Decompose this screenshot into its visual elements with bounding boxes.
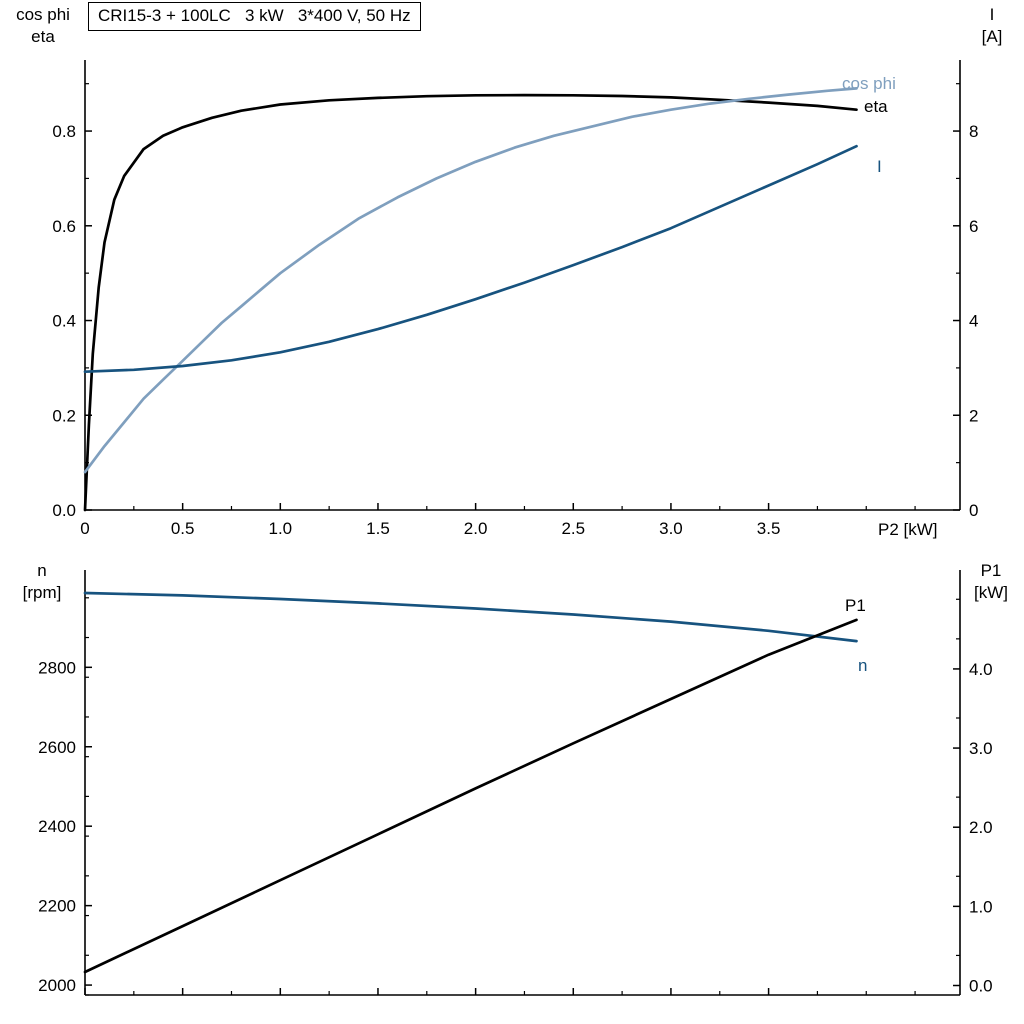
y-tick-label: 2 (969, 406, 978, 425)
bottom-left-axis-header: n [rpm] (2, 560, 82, 604)
y-tick-label: 0.2 (52, 406, 76, 425)
x-tick-label: 1.0 (268, 519, 292, 538)
series-cos-phi (83, 87, 858, 474)
y-tick-label: 0.6 (52, 217, 76, 236)
y-tick-label: 0.4 (52, 312, 76, 331)
series-label-I: I (877, 157, 882, 176)
speed-unit-label: [rpm] (22, 583, 62, 602)
y-tick-label: 0.0 (969, 977, 993, 996)
x-tick-label: 0.5 (171, 519, 195, 538)
y-tick-label: 0.0 (52, 501, 76, 520)
current-unit-label: [A] (981, 27, 1003, 46)
x-tick-label: 3.0 (659, 519, 683, 538)
current-axis-label: I (989, 5, 995, 24)
x-tick-label: 0 (80, 519, 89, 538)
y-tick-label: 4 (969, 312, 978, 331)
y-tick-label: 8 (969, 122, 978, 141)
top-left-axis-header: cos phi eta (4, 4, 82, 48)
top-right-axis-header: I [A] (964, 4, 1020, 48)
y-tick-label: 2.0 (969, 818, 993, 837)
series-eta (83, 93, 858, 512)
speed-axis-label: n (37, 561, 47, 580)
cos-phi-axis-label: cos phi (16, 5, 70, 24)
series-n (83, 591, 858, 643)
x-tick-label: 3.5 (757, 519, 781, 538)
power-axis-label: P1 (980, 561, 1002, 580)
y-tick-label: 2600 (38, 738, 76, 757)
eta-axis-label: eta (31, 27, 55, 46)
y-tick-label: 2800 (38, 658, 76, 677)
y-tick-label: 0.8 (52, 122, 76, 141)
series-label-eta: eta (864, 97, 888, 116)
series-label-P1: P1 (845, 596, 866, 615)
y-tick-label: 3.0 (969, 739, 993, 758)
chart-title-box: CRI15-3 + 100LC 3 kW 3*400 V, 50 Hz (88, 2, 421, 31)
series-P1 (83, 618, 858, 974)
x-axis-label: P2 [kW] (878, 520, 938, 539)
series-I (83, 144, 858, 374)
series-label-cos-phi: cos phi (842, 74, 896, 93)
x-tick-label: 1.5 (366, 519, 390, 538)
series-label-n: n (858, 656, 867, 675)
y-tick-label: 2000 (38, 976, 76, 995)
power-unit-label: [kW] (974, 583, 1008, 602)
y-tick-label: 2200 (38, 897, 76, 916)
x-tick-label: 2.0 (464, 519, 488, 538)
y-tick-label: 4.0 (969, 660, 993, 679)
y-tick-label: 2400 (38, 817, 76, 836)
y-tick-label: 6 (969, 217, 978, 236)
bottom-right-axis-header: P1 [kW] (960, 560, 1022, 604)
x-tick-label: 2.5 (561, 519, 585, 538)
y-tick-label: 1.0 (969, 897, 993, 916)
y-tick-label: 0 (969, 501, 978, 520)
